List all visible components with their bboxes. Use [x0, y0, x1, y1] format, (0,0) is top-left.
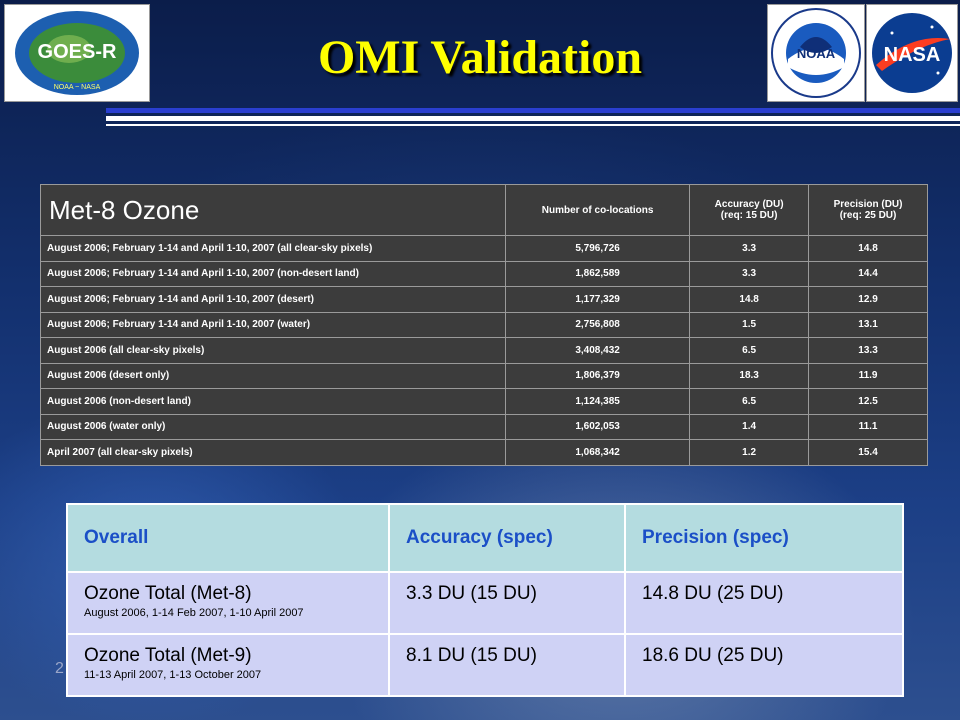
summary-row-name-cell: Ozone Total (Met-9) 11-13 April 2007, 1-… [66, 633, 390, 697]
summary-header-accuracy: Accuracy (spec) [388, 503, 626, 573]
row-precision: 12.5 [808, 388, 928, 415]
slide-number: 2 [55, 660, 64, 677]
table-row: August 2006 (water only) 1,602,053 1.4 1… [40, 413, 928, 440]
row-description: August 2006 (desert only) [40, 362, 506, 389]
table-row: August 2006 (all clear-sky pixels) 3,408… [40, 337, 928, 364]
row-count: 5,796,726 [504, 235, 691, 262]
summary-row-period: 11-13 April 2007, 1-13 October 2007 [84, 669, 262, 681]
row-count: 1,068,342 [504, 439, 691, 466]
row-count: 1,862,589 [504, 260, 691, 287]
met8-table-title: Met-8 Ozone [40, 184, 506, 236]
header-accuracy: Accuracy (DU) (req: 15 DU) [689, 184, 810, 236]
table-row: August 2006; February 1-14 and April 1-1… [40, 286, 928, 313]
row-description: August 2006; February 1-14 and April 1-1… [40, 311, 506, 338]
title-rule-white [106, 116, 960, 121]
summary-row-accuracy: 8.1 DU (15 DU) [388, 633, 626, 697]
summary-row-precision: 18.6 DU (25 DU) [624, 633, 904, 697]
row-precision: 14.4 [808, 260, 928, 287]
row-accuracy: 3.3 [689, 260, 810, 287]
nasa-logo-text: NASA [884, 44, 941, 66]
row-accuracy: 18.3 [689, 362, 810, 389]
summary-header-precision: Precision (spec) [624, 503, 904, 573]
row-description: August 2006; February 1-14 and April 1-1… [40, 286, 506, 313]
row-count: 1,806,379 [504, 362, 691, 389]
table-row: August 2006; February 1-14 and April 1-1… [40, 311, 928, 338]
summary-row: Ozone Total (Met-8) August 2006, 1-14 Fe… [66, 571, 904, 635]
table-row: August 2006 (desert only) 1,806,379 18.3… [40, 362, 928, 389]
row-accuracy: 3.3 [689, 235, 810, 262]
table-header-row: Met-8 Ozone Number of co-locations Accur… [40, 184, 928, 236]
row-count: 1,124,385 [504, 388, 691, 415]
met8-ozone-table: Met-8 Ozone Number of co-locations Accur… [40, 184, 928, 466]
header-precision-line1: Precision (DU) [833, 199, 903, 210]
header-colocations: Number of co-locations [504, 184, 691, 236]
summary-header-row: Overall Accuracy (spec) Precision (spec) [66, 503, 904, 573]
row-description: August 2006 (all clear-sky pixels) [40, 337, 506, 364]
row-precision: 13.3 [808, 337, 928, 364]
row-precision: 12.9 [808, 286, 928, 313]
summary-row: Ozone Total (Met-9) 11-13 April 2007, 1-… [66, 633, 904, 697]
title-rule-thin [106, 124, 960, 126]
noaa-logo: NOAA [767, 4, 865, 102]
row-accuracy: 6.5 [689, 337, 810, 364]
summary-row-name: Ozone Total (Met-9) [84, 645, 252, 666]
header-precision: Precision (DU) (req: 25 DU) [808, 184, 928, 236]
row-accuracy: 1.2 [689, 439, 810, 466]
table-row: August 2006; February 1-14 and April 1-1… [40, 260, 928, 287]
goes-r-logo: GOES-R NOAA ~ NASA [4, 4, 150, 102]
nasa-logo: NASA [866, 4, 958, 102]
summary-row-name-cell: Ozone Total (Met-8) August 2006, 1-14 Fe… [66, 571, 390, 635]
row-description: April 2007 (all clear-sky pixels) [40, 439, 506, 466]
header-accuracy-line2: (req: 15 DU) [720, 210, 778, 221]
row-description: August 2006 (non-desert land) [40, 388, 506, 415]
row-precision: 11.1 [808, 413, 928, 440]
row-count: 1,177,329 [504, 286, 691, 313]
header-precision-line2: (req: 25 DU) [839, 210, 897, 221]
title-rule-blue [106, 108, 960, 113]
row-count: 1,602,053 [504, 413, 691, 440]
summary-header-overall: Overall [66, 503, 390, 573]
summary-row-period: August 2006, 1-14 Feb 2007, 1-10 April 2… [84, 607, 304, 619]
header-accuracy-line1: Accuracy (DU) [714, 199, 784, 210]
goes-logo-text: GOES-R [38, 41, 117, 63]
row-count: 3,408,432 [504, 337, 691, 364]
row-accuracy: 1.4 [689, 413, 810, 440]
row-description: August 2006; February 1-14 and April 1-1… [40, 235, 506, 262]
row-accuracy: 14.8 [689, 286, 810, 313]
summary-row-name: Ozone Total (Met-8) [84, 583, 252, 604]
goes-logo-footer: NOAA ~ NASA [54, 84, 101, 91]
table-row: April 2007 (all clear-sky pixels) 1,068,… [40, 439, 928, 466]
row-count: 2,756,808 [504, 311, 691, 338]
row-precision: 14.8 [808, 235, 928, 262]
row-description: August 2006; February 1-14 and April 1-1… [40, 260, 506, 287]
row-accuracy: 1.5 [689, 311, 810, 338]
summary-table: Overall Accuracy (spec) Precision (spec)… [66, 503, 904, 697]
table-row: August 2006; February 1-14 and April 1-1… [40, 235, 928, 262]
row-description: August 2006 (water only) [40, 413, 506, 440]
row-precision: 15.4 [808, 439, 928, 466]
row-precision: 13.1 [808, 311, 928, 338]
row-accuracy: 6.5 [689, 388, 810, 415]
summary-row-accuracy: 3.3 DU (15 DU) [388, 571, 626, 635]
summary-row-precision: 14.8 DU (25 DU) [624, 571, 904, 635]
table-row: August 2006 (non-desert land) 1,124,385 … [40, 388, 928, 415]
noaa-logo-text: NOAA [797, 46, 836, 61]
page-title: OMI Validation [317, 31, 643, 84]
row-precision: 11.9 [808, 362, 928, 389]
